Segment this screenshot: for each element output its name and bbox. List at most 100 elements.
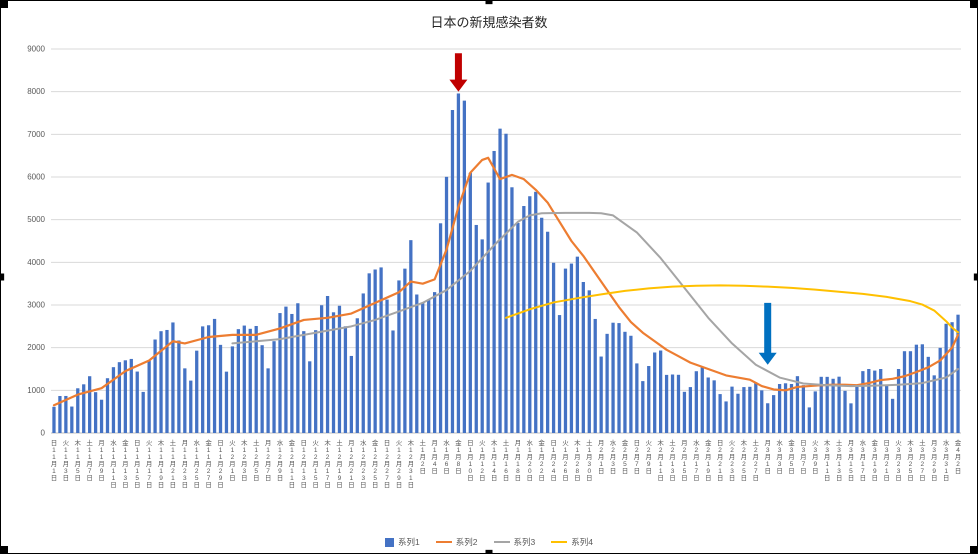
legend-label-series4: 系列4 — [571, 537, 593, 547]
legend-item-series1: 系列1 — [385, 536, 420, 548]
resize-handle-bottom-center[interactable] — [485, 549, 493, 553]
resize-handle-bottom-right[interactable] — [970, 546, 977, 553]
svg-text:8000: 8000 — [27, 87, 45, 96]
resize-handle-top-center[interactable] — [485, 1, 493, 5]
svg-text:7000: 7000 — [27, 130, 45, 139]
svg-text:3000: 3000 — [27, 301, 45, 310]
series3-line-swatch-icon — [493, 541, 510, 543]
legend-label-series1: 系列1 — [398, 537, 420, 547]
svg-text:0: 0 — [41, 429, 46, 438]
chart-legend: 系列1 系列2 系列3 系列4 — [1, 536, 977, 548]
series4-line-swatch-icon — [551, 541, 568, 543]
resize-handle-top-left[interactable] — [1, 1, 8, 8]
svg-text:5000: 5000 — [27, 215, 45, 224]
resize-handle-top-right[interactable] — [970, 1, 977, 8]
series1-bar-swatch-icon — [385, 537, 395, 547]
svg-text:2000: 2000 — [27, 343, 45, 352]
legend-item-series4: 系列4 — [551, 536, 593, 548]
resize-handle-middle-right[interactable] — [973, 273, 977, 281]
legend-item-series3: 系列3 — [493, 536, 536, 548]
svg-text:1000: 1000 — [27, 386, 45, 395]
legend-item-series2: 系列2 — [435, 536, 478, 548]
legend-label-series2: 系列2 — [455, 537, 478, 547]
series2-line-swatch-icon — [435, 541, 452, 543]
resize-handle-bottom-left[interactable] — [1, 546, 8, 553]
legend-label-series3: 系列3 — [513, 537, 536, 547]
chart-title: 日本の新規感染者数 — [430, 15, 548, 30]
resize-handle-middle-left[interactable] — [1, 273, 5, 281]
